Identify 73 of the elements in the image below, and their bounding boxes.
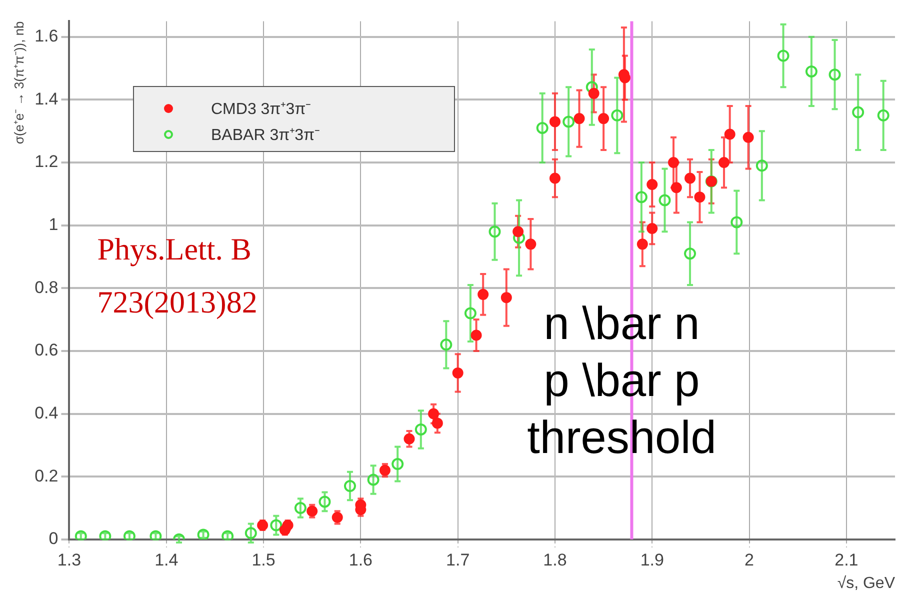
point [805,65,818,78]
y-tick-label: 1.6 [34,26,58,46]
point [742,132,754,143]
y-tick-label: 0.2 [34,466,58,486]
legend-label: BABAR 3π⁺3π⁻ [211,126,320,145]
point [414,423,427,436]
point [588,88,600,99]
ref-line-label: n \bar n p \bar p threshold [527,296,716,463]
point [270,519,282,532]
x-tick-label: 1.6 [348,550,372,570]
point [452,367,464,378]
point [646,179,658,190]
point [367,474,380,486]
point [828,68,841,81]
point [646,222,658,234]
point [525,238,536,250]
point [611,109,624,122]
annotation: Phys.Lett. B 723(2013)82 [97,231,258,320]
point [440,338,452,351]
x-tick-label: 1.4 [154,550,178,570]
x-tick-label: 2 [744,550,754,570]
legend-label: CMD3 3π⁺3π⁻ [211,100,311,119]
point [512,226,524,238]
point [877,109,890,122]
x-tick-label: 1.3 [57,550,82,570]
point [294,502,306,514]
point [694,192,706,203]
point [730,216,743,228]
x-axis-title: √s, GeV [837,574,896,592]
point [344,480,356,492]
point [574,113,585,124]
y-tick-label: 0.4 [34,403,58,422]
point [684,172,696,184]
point [500,292,512,304]
point [549,116,560,128]
point [777,50,790,62]
y-tick-label: 1.2 [34,152,58,172]
x-tick-label: 2.1 [834,550,858,570]
y-axis-title: σ(e⁺e⁻ → 3(π⁺π⁻)), nb [11,21,26,144]
point [598,113,610,124]
point [718,157,730,168]
point [392,458,404,470]
x-tick-label: 1.8 [543,550,567,570]
y-tick-label: 1 [48,215,58,234]
point [724,128,736,140]
point [318,496,331,508]
point [464,307,476,320]
y-tick-label: 1.4 [34,89,58,108]
y-tick-label: 0.8 [34,278,58,297]
point [635,191,648,204]
point [636,238,648,250]
x-tick-label: 1.7 [446,550,470,570]
point [432,418,443,429]
y-tick-label: 0 [48,529,58,548]
point [536,122,548,134]
point [404,433,415,444]
x-tick-label: 1.5 [252,550,276,570]
point [428,408,440,420]
point [586,81,598,94]
y-tick-label: 0.6 [34,340,58,360]
point [488,226,501,238]
point [470,330,482,341]
point [658,194,671,206]
point [549,172,560,184]
point [478,288,489,300]
x-tick-label: 1.9 [640,550,664,570]
point [562,116,575,128]
point [670,182,682,194]
point [756,160,768,172]
point [244,527,257,540]
point [668,157,679,168]
point [852,106,864,118]
point [684,248,696,260]
